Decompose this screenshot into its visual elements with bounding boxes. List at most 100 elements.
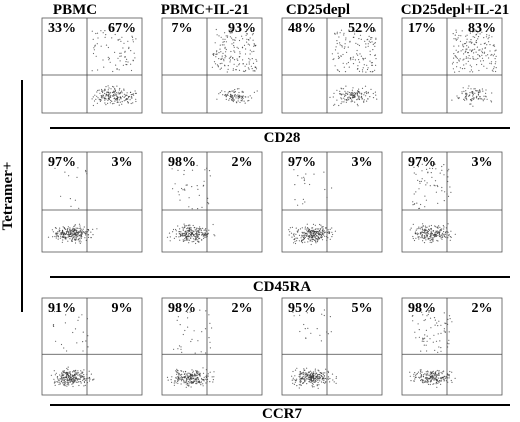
event-dot	[345, 94, 347, 96]
event-dot	[465, 35, 467, 37]
event-dot	[187, 230, 189, 232]
event-dot	[51, 229, 54, 231]
event-dot	[187, 372, 189, 374]
event-dot	[313, 173, 315, 175]
event-dot	[488, 57, 490, 59]
event-dot	[422, 240, 424, 242]
event-dot	[55, 227, 57, 229]
event-dot	[447, 381, 449, 383]
event-dot	[65, 233, 67, 235]
event-dot	[180, 233, 182, 235]
event-dot	[75, 369, 77, 371]
event-dot	[77, 167, 79, 169]
event-dot	[292, 234, 295, 236]
event-dot	[192, 376, 194, 378]
event-dot	[68, 233, 70, 235]
event-dot	[212, 223, 214, 226]
event-dot	[176, 371, 178, 373]
event-dot	[316, 328, 318, 330]
event-dot	[197, 240, 199, 243]
event-dot	[303, 231, 305, 233]
event-dot	[67, 236, 69, 238]
event-dot	[127, 102, 129, 104]
event-dot	[316, 230, 318, 232]
event-dot	[244, 31, 246, 33]
event-dot	[311, 380, 313, 382]
event-dot	[129, 95, 131, 98]
event-dot	[233, 42, 235, 44]
event-dot	[433, 379, 435, 381]
event-dot	[195, 228, 197, 230]
event-dot	[67, 383, 69, 385]
event-dot	[231, 31, 233, 34]
event-dot	[183, 169, 185, 172]
event-dot	[311, 375, 313, 377]
event-dot	[76, 379, 78, 381]
event-dot	[177, 382, 179, 384]
event-dot	[298, 240, 300, 242]
event-dot	[110, 99, 112, 102]
event-dot	[489, 62, 491, 64]
event-dot	[115, 92, 117, 94]
event-dot	[437, 382, 439, 384]
event-dot	[474, 48, 476, 50]
event-dot	[70, 377, 72, 379]
event-dot	[467, 57, 469, 59]
event-dot	[422, 235, 424, 237]
event-dot	[188, 233, 190, 235]
event-dot	[438, 231, 440, 234]
plot-frame	[281, 297, 383, 396]
event-dot	[456, 57, 458, 59]
event-dot	[78, 223, 81, 225]
event-dot	[451, 99, 453, 101]
event-dot	[81, 372, 83, 374]
event-dot	[455, 31, 457, 33]
event-dot	[316, 235, 318, 237]
event-dot	[459, 58, 461, 60]
event-dot	[132, 60, 134, 62]
event-dot	[466, 99, 468, 101]
event-dot	[450, 379, 452, 382]
event-dot	[75, 236, 77, 238]
event-dot	[329, 316, 331, 318]
event-dot	[422, 338, 424, 340]
event-dot	[228, 57, 230, 59]
event-dot	[434, 379, 436, 381]
plot-frame	[41, 151, 143, 253]
event-dot	[425, 234, 427, 236]
event-dot	[224, 64, 226, 66]
event-dot	[192, 233, 194, 235]
event-dot	[436, 379, 438, 381]
event-dot	[234, 39, 236, 41]
event-dot	[78, 241, 80, 243]
event-dot	[361, 87, 364, 89]
event-dot	[493, 44, 495, 46]
event-dot	[350, 59, 352, 61]
event-dot	[470, 88, 472, 90]
event-dot	[348, 91, 350, 94]
event-dot	[492, 55, 494, 57]
event-dot	[211, 327, 213, 329]
event-dot	[74, 238, 76, 240]
event-dot	[183, 227, 185, 229]
dot-plot: 98% 2%	[161, 297, 263, 396]
event-dot	[469, 49, 471, 51]
event-dot	[77, 372, 80, 374]
event-dot	[252, 70, 254, 72]
event-dot	[312, 371, 315, 373]
event-dot	[300, 384, 302, 386]
event-dot	[303, 178, 305, 180]
event-dot	[364, 85, 367, 87]
event-dot	[87, 236, 90, 238]
event-dot	[311, 385, 313, 387]
event-dot	[189, 380, 191, 382]
event-dot	[487, 38, 489, 40]
event-dot	[351, 89, 353, 91]
event-dot	[80, 237, 82, 239]
event-dot	[472, 97, 474, 99]
event-dot	[231, 37, 233, 39]
event-dot	[431, 232, 433, 234]
event-dot	[203, 235, 206, 237]
event-dot	[304, 236, 306, 238]
event-dot	[57, 381, 59, 383]
